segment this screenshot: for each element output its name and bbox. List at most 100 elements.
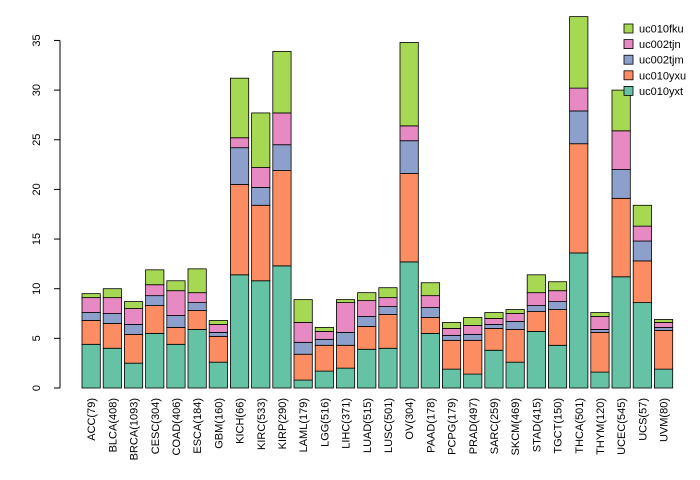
- bar-kirp-290-uc010fku: [272, 50, 292, 114]
- bar-ov-304-uc010yxu: [399, 173, 419, 263]
- bar-cesc-304-uc010yxu: [145, 305, 165, 334]
- bar-lihc-371-uc002tjn: [335, 302, 356, 333]
- bar-tgct-150-uc010fku: [548, 281, 568, 292]
- bar-kirp-290-uc010yxt: [272, 265, 292, 389]
- bar-prad-497-uc002tjn: [463, 325, 483, 335]
- legend-label-uc010yxt: uc010yxt: [639, 86, 683, 98]
- bar-acc-79-uc010yxt: [81, 343, 101, 389]
- bar-laml-179-uc002tjn: [293, 322, 313, 343]
- bar-blca-408-uc002tjn: [102, 297, 122, 314]
- x-tick-label: THYM(120): [595, 398, 607, 455]
- bar-laml-179-uc010yxu: [293, 353, 313, 381]
- x-tick-label: ACC(79): [86, 398, 98, 441]
- legend-swatch-uc002tjm: [623, 54, 634, 65]
- bar-laml-179-uc010fku: [293, 299, 313, 323]
- bar-cesc-304-uc010fku: [145, 269, 165, 286]
- x-tick-label: OV(304): [404, 398, 416, 440]
- bar-kich-66-uc010yxu: [229, 184, 250, 276]
- bar-ucs-57-uc002tjn: [632, 225, 652, 242]
- bar-cesc-304-uc010yxt: [145, 332, 165, 389]
- bar-stad-415-uc010yxt: [526, 330, 546, 389]
- x-tick-label: CESC(304): [150, 398, 162, 454]
- bar-paad-178-uc002tjm: [420, 307, 440, 318]
- y-tick-label: 35: [31, 34, 43, 46]
- x-tick-label: SARC(259): [489, 398, 501, 454]
- bar-kirc-533-uc002tjn: [251, 167, 271, 188]
- bar-thym-120-uc010yxt: [590, 371, 610, 389]
- bar-esca-184-uc002tjm: [187, 302, 207, 311]
- bar-ov-304-uc002tjn: [399, 125, 419, 142]
- bar-paad-178-uc010fku: [420, 282, 440, 297]
- bar-acc-79-uc002tjn: [81, 297, 101, 313]
- bar-kirp-290-uc002tjm: [272, 144, 292, 171]
- bar-ucs-57-uc010fku: [632, 204, 652, 227]
- bar-stad-415-uc010fku: [526, 274, 546, 294]
- bar-esca-184-uc002tjn: [187, 292, 207, 304]
- bar-cesc-304-uc002tjn: [145, 284, 165, 297]
- bar-pcpg-179-uc002tjn: [441, 328, 462, 336]
- bar-coad-406-uc002tjn: [166, 290, 186, 316]
- bar-luad-515-uc002tjn: [357, 300, 377, 317]
- bar-paad-178-uc010yxu: [420, 317, 440, 334]
- bar-sarc-259-uc010yxt: [484, 349, 504, 389]
- bar-luad-515-uc002tjm: [357, 316, 377, 327]
- bar-tgct-150-uc010yxu: [548, 309, 568, 346]
- bar-brca-1093-uc010yxu: [124, 333, 144, 364]
- x-tick-label: KICH(66): [235, 398, 247, 444]
- bar-thym-120-uc010yxu: [590, 331, 610, 373]
- bar-skcm-469-uc002tjn: [505, 313, 525, 322]
- bar-thca-501-uc010yxt: [569, 252, 589, 389]
- x-tick-label: LUAD(515): [362, 398, 374, 453]
- bar-kirc-533-uc010yxt: [251, 280, 271, 389]
- x-tick-label: KIRC(533): [256, 398, 268, 450]
- bar-lihc-371-uc010yxu: [335, 344, 356, 369]
- x-tick-label: KIRP(290): [277, 398, 289, 449]
- legend-swatch-uc002tjn: [623, 39, 634, 49]
- bar-coad-406-uc010yxu: [166, 327, 186, 345]
- bar-lusc-501-uc010fku: [378, 287, 398, 299]
- x-tick-label: LIHC(371): [341, 398, 353, 449]
- bar-thym-120-uc002tjm: [590, 329, 610, 333]
- bar-sarc-259-uc002tjm: [484, 324, 504, 329]
- bar-acc-79-uc010fku: [81, 293, 101, 299]
- bar-lusc-501-uc002tjm: [378, 306, 398, 315]
- bar-lgg-516-uc010yxu: [314, 344, 334, 372]
- bar-lgg-516-uc010fku: [314, 327, 334, 332]
- bar-gbm-160-uc002tjn: [208, 324, 228, 333]
- bar-uvm-80-uc002tjm: [654, 327, 674, 331]
- bar-lgg-516-uc010yxt: [314, 370, 334, 389]
- bar-gbm-160-uc002tjm: [208, 331, 228, 337]
- x-tick-label: TGCT(150): [553, 398, 565, 454]
- bar-skcm-469-uc010yxu: [505, 329, 525, 363]
- bar-esca-184-uc010fku: [187, 268, 207, 294]
- bar-ucec-545-uc002tjn: [611, 130, 631, 170]
- bar-kich-66-uc010yxt: [229, 274, 250, 389]
- bar-prad-497-uc002tjm: [463, 333, 483, 341]
- bar-ucec-545-uc010yxt: [611, 276, 631, 389]
- bar-luad-515-uc010yxu: [357, 326, 377, 350]
- y-tick-label: 15: [31, 233, 43, 245]
- x-tick-label: UVM(80): [659, 398, 671, 442]
- bar-blca-408-uc002tjm: [102, 313, 122, 324]
- bar-kirc-533-uc010yxu: [251, 204, 271, 282]
- bar-gbm-160-uc010yxu: [208, 335, 228, 363]
- bar-ucec-545-uc002tjm: [611, 169, 631, 199]
- legend-label-uc010yxu: uc010yxu: [639, 70, 686, 82]
- bar-ucs-57-uc010yxt: [632, 302, 652, 389]
- bar-ucec-545-uc010yxu: [611, 197, 631, 278]
- y-tick-label: 30: [31, 84, 43, 96]
- bar-brca-1093-uc002tjm: [124, 324, 144, 335]
- bar-prad-497-uc010fku: [463, 317, 483, 326]
- bar-paad-178-uc002tjn: [420, 295, 440, 308]
- bar-coad-406-uc002tjm: [166, 315, 186, 328]
- bar-uvm-80-uc010yxt: [654, 368, 674, 389]
- legend-swatch-uc010yxt: [623, 86, 634, 96]
- bar-blca-408-uc010yxt: [102, 347, 122, 389]
- legend-swatch-uc010yxu: [623, 70, 634, 81]
- bar-brca-1093-uc002tjn: [124, 308, 144, 325]
- bar-laml-179-uc002tjm: [293, 341, 313, 355]
- x-tick-label: LAML(179): [298, 398, 310, 452]
- bar-prad-497-uc010yxu: [463, 339, 483, 375]
